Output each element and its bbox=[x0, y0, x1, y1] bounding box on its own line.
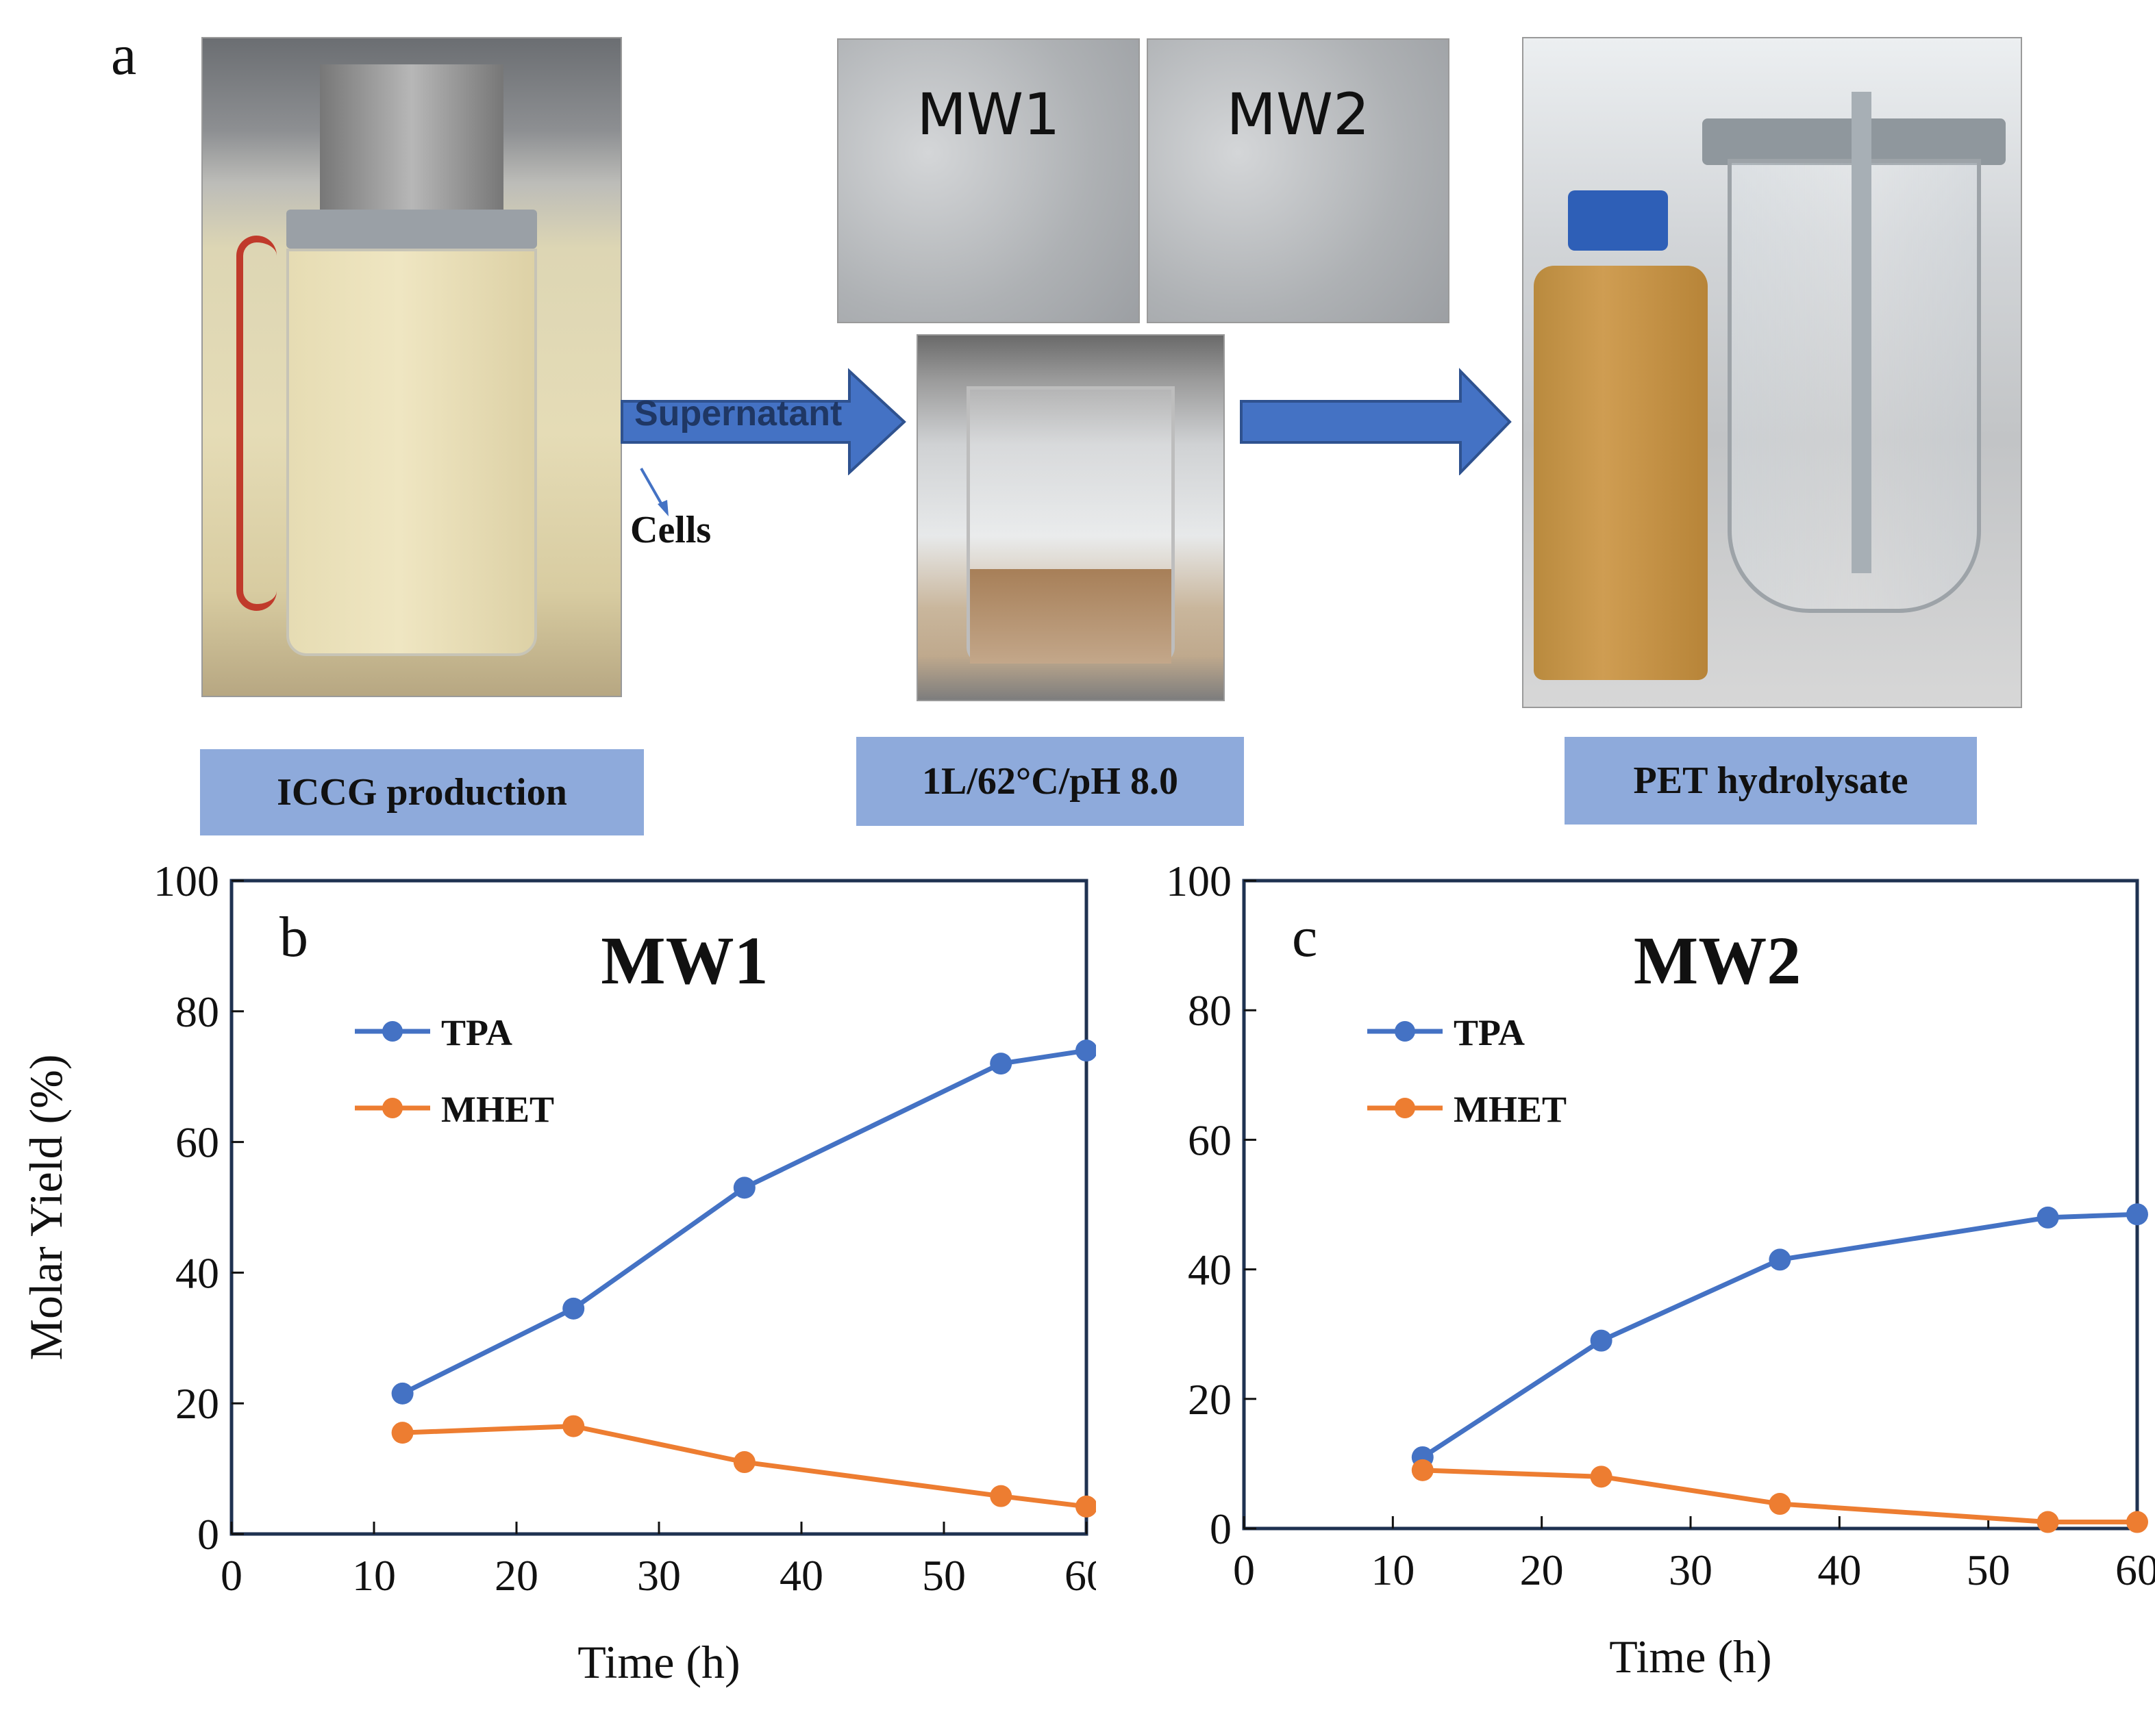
y-tick-label: 60 bbox=[1188, 1116, 1232, 1164]
bioreactor-production-photo bbox=[201, 37, 622, 697]
mw1-photo-label: MW1 bbox=[917, 81, 1060, 148]
data-point-mhet bbox=[2036, 1511, 2059, 1533]
data-point-mhet bbox=[990, 1485, 1012, 1507]
x-tick-label: 30 bbox=[637, 1551, 681, 1600]
data-point-mhet bbox=[2126, 1511, 2148, 1533]
y-tick-label: 80 bbox=[1188, 986, 1232, 1035]
mw2-powder-photo: MW2 bbox=[1147, 38, 1449, 323]
data-point-mhet bbox=[1411, 1459, 1434, 1481]
hydrolysis-reactor-photo bbox=[917, 334, 1225, 701]
x-tick-label: 10 bbox=[1371, 1546, 1415, 1594]
x-tick-label: 30 bbox=[1669, 1546, 1712, 1594]
mw1-powder-photo: MW1 bbox=[837, 38, 1140, 323]
x-tick-label: 60 bbox=[1064, 1551, 1096, 1600]
data-point-tpa bbox=[2126, 1203, 2148, 1226]
legend-marker-tpa bbox=[1395, 1021, 1415, 1042]
iccg-production-box: ICCG production bbox=[200, 749, 644, 835]
data-point-tpa bbox=[1769, 1248, 1791, 1271]
reaction-conditions-box: 1L/62°C/pH 8.0 bbox=[856, 737, 1244, 826]
chart-b-panel-letter: b bbox=[279, 905, 308, 969]
y-tick-label: 100 bbox=[1166, 857, 1232, 905]
chart-c-x-axis-label: Time (h) bbox=[1609, 1631, 1771, 1683]
y-tick-label: 40 bbox=[1188, 1246, 1232, 1294]
chart-c: 0 20 40 60 80 100 0 10 20 30 40 50 60 c MW2 Time (h)… bbox=[1166, 857, 2155, 1683]
x-tick-label: 0 bbox=[1233, 1546, 1255, 1594]
data-point-tpa bbox=[733, 1177, 756, 1199]
pet-hydrolysate-photo bbox=[1522, 37, 2022, 708]
x-tick-label: 10 bbox=[352, 1551, 396, 1600]
x-tick-label: 50 bbox=[922, 1551, 966, 1600]
x-tick-label: 40 bbox=[1817, 1546, 1861, 1594]
x-tick-label: 20 bbox=[1520, 1546, 1564, 1594]
data-point-tpa bbox=[1075, 1040, 1096, 1062]
x-tick-label: 0 bbox=[221, 1551, 242, 1600]
chart-b-title: MW1 bbox=[601, 922, 768, 998]
data-point-tpa bbox=[562, 1297, 585, 1320]
chart-b: 0 20 40 60 80 100 0 10 20 30 40 50 60 b MW1 Time (h)… bbox=[20, 857, 1096, 1688]
y-tick-label: 80 bbox=[175, 987, 219, 1036]
x-tick-label: 60 bbox=[2115, 1546, 2155, 1594]
panel-letter-a: a bbox=[111, 23, 137, 87]
y-tick-label: 20 bbox=[1188, 1375, 1232, 1424]
data-point-tpa bbox=[2036, 1206, 2059, 1229]
cells-label: Cells bbox=[630, 509, 712, 551]
x-tick-label: 20 bbox=[495, 1551, 538, 1600]
data-point-mhet bbox=[1590, 1465, 1612, 1488]
x-tick-label: 40 bbox=[780, 1551, 823, 1600]
y-tick-label: 0 bbox=[1210, 1505, 1232, 1553]
y-tick-label: 60 bbox=[175, 1118, 219, 1167]
cells-arrow bbox=[640, 468, 669, 516]
data-point-mhet bbox=[1075, 1495, 1096, 1518]
legend-label-mhet: MHET bbox=[1454, 1089, 1567, 1130]
supernatant-arrow bbox=[621, 368, 906, 475]
chart-c-title: MW2 bbox=[1634, 922, 1801, 998]
hydrolysate-arrow bbox=[1240, 368, 1512, 475]
supernatant-label: Supernatant bbox=[634, 394, 843, 433]
chart-b-y-axis-label: Molar Yield (%) bbox=[20, 1055, 72, 1361]
y-tick-label: 40 bbox=[175, 1248, 219, 1297]
y-tick-label: 20 bbox=[175, 1379, 219, 1428]
x-tick-label: 50 bbox=[1967, 1546, 2010, 1594]
mw2-photo-label: MW2 bbox=[1226, 81, 1370, 148]
legend-label-mhet: MHET bbox=[441, 1089, 554, 1130]
chart-c-panel-letter: c bbox=[1292, 905, 1317, 969]
legend-marker-mhet bbox=[382, 1098, 403, 1118]
data-point-mhet bbox=[562, 1415, 585, 1437]
data-point-mhet bbox=[391, 1422, 414, 1444]
chart-b-x-axis-label: Time (h) bbox=[577, 1636, 740, 1688]
pet-hydrolysate-box: PET hydrolysate bbox=[1565, 737, 1977, 825]
data-point-tpa bbox=[990, 1053, 1012, 1075]
data-point-tpa bbox=[1590, 1329, 1612, 1352]
legend-marker-mhet bbox=[1395, 1098, 1415, 1118]
legend-label-tpa: TPA bbox=[441, 1012, 512, 1053]
legend-label-tpa: TPA bbox=[1454, 1012, 1525, 1053]
data-point-mhet bbox=[1769, 1493, 1791, 1515]
y-tick-label: 0 bbox=[197, 1510, 219, 1559]
y-tick-label: 100 bbox=[153, 857, 219, 905]
data-point-tpa bbox=[391, 1382, 414, 1405]
data-point-mhet bbox=[733, 1451, 756, 1474]
legend-marker-tpa bbox=[382, 1021, 403, 1042]
